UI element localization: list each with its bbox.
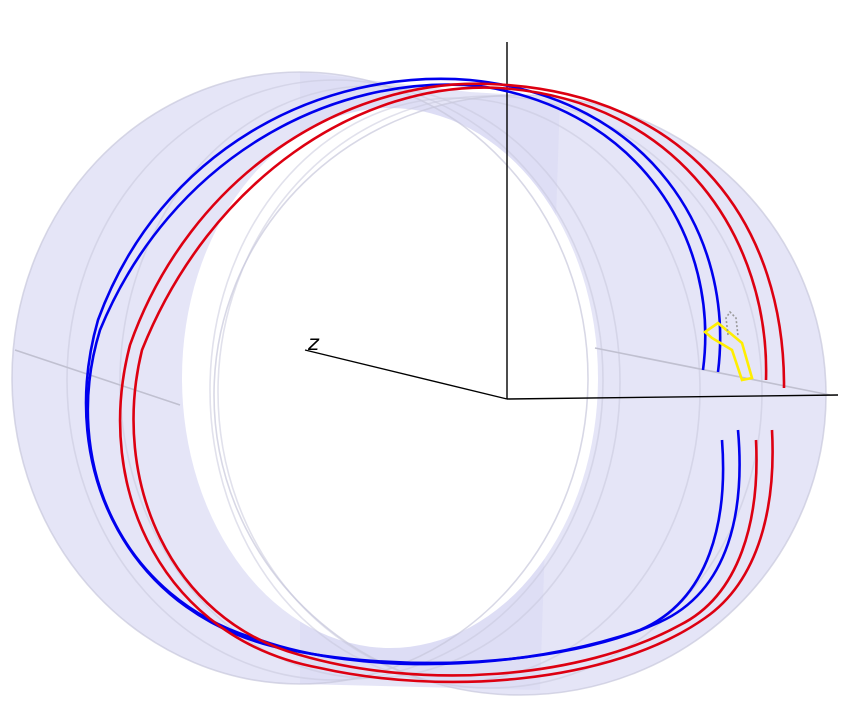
z-axis-label: z bbox=[307, 331, 320, 355]
cylinder-surface bbox=[12, 72, 826, 695]
red-coil bbox=[118, 82, 786, 684]
blue-coil-loop-outer bbox=[84, 77, 741, 665]
blue-coil bbox=[84, 77, 741, 666]
highlight-ghost bbox=[725, 310, 739, 337]
coordinate-axes bbox=[304, 42, 839, 400]
highlight-segment bbox=[702, 310, 754, 382]
horizontal-axis bbox=[506, 394, 839, 400]
highlight-outline bbox=[702, 321, 754, 382]
red-coil-loop-inner bbox=[132, 86, 768, 677]
z-axis bbox=[304, 349, 508, 400]
red-coil-loop-outer bbox=[118, 82, 786, 684]
cylinder-center-line bbox=[14, 347, 831, 406]
